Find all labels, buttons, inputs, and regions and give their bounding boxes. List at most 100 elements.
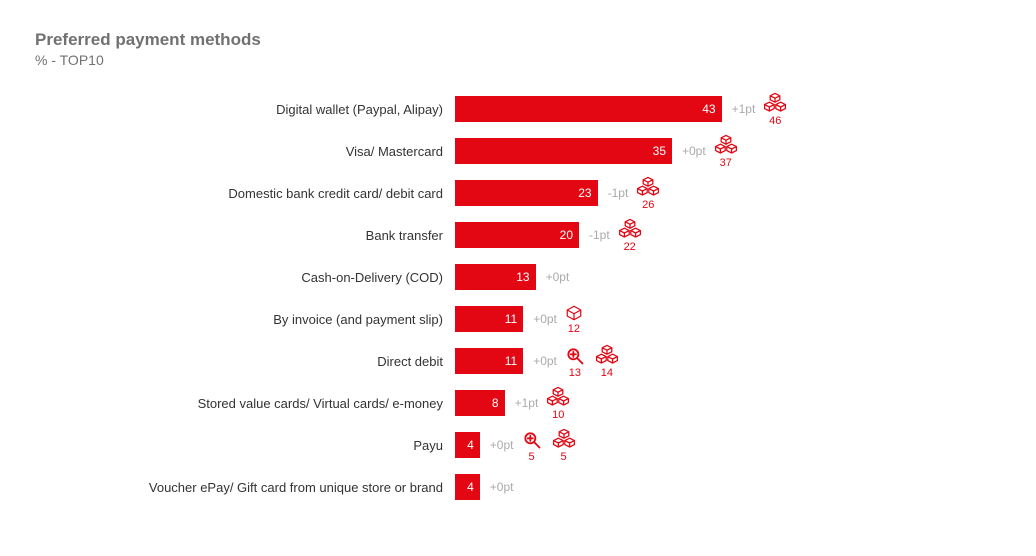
- cubes-icon: [595, 344, 619, 366]
- bar-area: 35 +0pt 37: [455, 130, 738, 172]
- cube-badge: 12: [565, 304, 583, 335]
- chart-row: Cash-on-Delivery (COD) 13 +0pt: [35, 256, 1001, 298]
- delta-label: -1pt: [589, 228, 610, 242]
- cubes-badge: 46: [763, 92, 787, 127]
- bar: 4: [455, 474, 480, 500]
- cubes-badge: 22: [618, 218, 642, 253]
- cubes-icon: [714, 134, 738, 156]
- row-label: Direct debit: [35, 354, 455, 369]
- magnifier-icon: [522, 430, 542, 450]
- bar-area: 4 +0pt: [455, 466, 514, 508]
- bar-area: 43 +1pt 46: [455, 88, 787, 130]
- badges: 46: [763, 92, 787, 127]
- cubes-badge: 26: [636, 176, 660, 211]
- chart-row: By invoice (and payment slip) 11 +0pt 12: [35, 298, 1001, 340]
- badges: 22: [618, 218, 642, 253]
- bar-value: 11: [505, 312, 517, 326]
- delta-label: +1pt: [732, 102, 756, 116]
- chart-row: Payu 4 +0pt 5 5: [35, 424, 1001, 466]
- row-label: By invoice (and payment slip): [35, 312, 455, 327]
- badge-value: 13: [569, 368, 581, 379]
- bar-value: 23: [578, 186, 591, 200]
- delta-label: +1pt: [515, 396, 539, 410]
- bar-value: 8: [492, 396, 499, 410]
- badge-value: 22: [624, 242, 636, 253]
- row-label: Stored value cards/ Virtual cards/ e-mon…: [35, 396, 455, 411]
- bar-value: 43: [702, 102, 715, 116]
- badge-value: 46: [769, 116, 781, 127]
- badge-value: 26: [642, 200, 654, 211]
- cube-icon: [565, 304, 583, 322]
- delta-label: +0pt: [533, 354, 557, 368]
- bar-area: 23 -1pt 26: [455, 172, 660, 214]
- badge-value: 14: [601, 368, 613, 379]
- bar-value: 20: [560, 228, 573, 242]
- chart-row: Voucher ePay/ Gift card from unique stor…: [35, 466, 1001, 508]
- cubes-badge: 14: [595, 344, 619, 379]
- bar: 11: [455, 306, 523, 332]
- cubes-icon: [546, 386, 570, 408]
- chart-row: Visa/ Mastercard 35 +0pt 37: [35, 130, 1001, 172]
- bar-area: 8 +1pt 10: [455, 382, 570, 424]
- bar: 23: [455, 180, 598, 206]
- chart-row: Domestic bank credit card/ debit card 23 -…: [35, 172, 1001, 214]
- bar-chart: Digital wallet (Paypal, Alipay) 43 +1pt 46…: [35, 88, 1001, 508]
- row-label: Digital wallet (Paypal, Alipay): [35, 102, 455, 117]
- bar-value: 11: [505, 354, 517, 368]
- badges: 10: [546, 386, 570, 421]
- badges: 13 14: [565, 344, 619, 379]
- cubes-badge: 37: [714, 134, 738, 169]
- chart-row: Direct debit 11 +0pt 13 14: [35, 340, 1001, 382]
- badge-value: 5: [528, 452, 534, 463]
- badge-value: 37: [720, 158, 732, 169]
- bar: 43: [455, 96, 722, 122]
- delta-label: +0pt: [533, 312, 557, 326]
- bar-area: 4 +0pt 5 5: [455, 424, 576, 466]
- bar-value: 4: [467, 480, 474, 494]
- cubes-icon: [636, 176, 660, 198]
- row-label: Bank transfer: [35, 228, 455, 243]
- magnifier-icon: [565, 346, 585, 366]
- badge-value: 5: [560, 452, 566, 463]
- badge-value: 12: [568, 324, 580, 335]
- cubes-icon: [552, 428, 576, 450]
- bar: 4: [455, 432, 480, 458]
- delta-label: +0pt: [490, 438, 514, 452]
- badge-value: 10: [552, 410, 564, 421]
- bar-value: 35: [653, 144, 666, 158]
- badges: 5 5: [522, 428, 576, 463]
- chart-row: Stored value cards/ Virtual cards/ e-mon…: [35, 382, 1001, 424]
- bar-area: 20 -1pt 22: [455, 214, 642, 256]
- chart-title: Preferred payment methods: [35, 30, 1001, 50]
- bar: 20: [455, 222, 579, 248]
- bar-area: 11 +0pt 12: [455, 298, 583, 340]
- chart-subtitle: % - TOP10: [35, 52, 1001, 68]
- cubes-icon: [618, 218, 642, 240]
- bar-value: 4: [467, 438, 474, 452]
- bar: 35: [455, 138, 672, 164]
- bar-area: 11 +0pt 13 14: [455, 340, 619, 382]
- row-label: Visa/ Mastercard: [35, 144, 455, 159]
- chart-row: Digital wallet (Paypal, Alipay) 43 +1pt 46: [35, 88, 1001, 130]
- row-label: Payu: [35, 438, 455, 453]
- magnifier-badge: 13: [565, 346, 585, 379]
- badges: 37: [714, 134, 738, 169]
- cubes-badge: 10: [546, 386, 570, 421]
- bar-area: 13 +0pt: [455, 256, 569, 298]
- row-label: Domestic bank credit card/ debit card: [35, 186, 455, 201]
- magnifier-badge: 5: [522, 430, 542, 463]
- delta-label: -1pt: [608, 186, 629, 200]
- bar: 8: [455, 390, 505, 416]
- delta-label: +0pt: [682, 144, 706, 158]
- delta-label: +0pt: [490, 480, 514, 494]
- badges: 12: [565, 304, 583, 335]
- row-label: Cash-on-Delivery (COD): [35, 270, 455, 285]
- chart-row: Bank transfer 20 -1pt 22: [35, 214, 1001, 256]
- bar-value: 13: [516, 270, 529, 284]
- delta-label: +0pt: [546, 270, 570, 284]
- row-label: Voucher ePay/ Gift card from unique stor…: [35, 480, 455, 495]
- cubes-icon: [763, 92, 787, 114]
- bar: 13: [455, 264, 536, 290]
- cubes-badge: 5: [552, 428, 576, 463]
- badges: 26: [636, 176, 660, 211]
